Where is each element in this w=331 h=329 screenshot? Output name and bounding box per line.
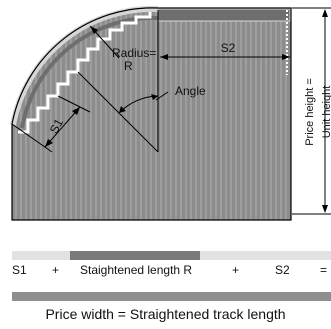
s2-arrowhead-left bbox=[160, 54, 168, 60]
legend-row: S1 + Staightened length R + S2 = bbox=[0, 261, 331, 281]
legend-plus-2: + bbox=[232, 263, 240, 277]
angle-label: Angle bbox=[175, 84, 206, 98]
radius-label-line1: Radius= bbox=[112, 46, 156, 60]
height-arrowhead-bottom bbox=[322, 205, 328, 213]
legend-s2: S2 bbox=[275, 263, 290, 277]
curved-track-inner bbox=[20, 15, 159, 129]
s1-dimension-line bbox=[44, 106, 81, 148]
s2-arrowhead-right bbox=[282, 54, 290, 60]
strip-segment-s1 bbox=[12, 251, 70, 260]
unit-height-label: Unit height bbox=[321, 86, 331, 139]
legend-straightened-length: Staightened length R bbox=[80, 263, 193, 277]
curtain-panel bbox=[11, 7, 292, 221]
segmented-track-strip bbox=[12, 251, 331, 260]
strip-segment-r bbox=[70, 251, 200, 260]
angle-arrowhead-top bbox=[151, 94, 158, 100]
s1-extension-bottom bbox=[11, 123, 53, 153]
curved-track-band bbox=[10, 5, 159, 126]
full-width-strip bbox=[12, 292, 331, 301]
legend-s1: S1 bbox=[12, 263, 27, 277]
s1-extension-top bbox=[57, 95, 91, 113]
footer-caption: Price width = Straightened track length bbox=[45, 306, 286, 322]
legend-plus-1: + bbox=[52, 263, 60, 277]
s1-label: S1 bbox=[47, 116, 66, 136]
strip-segment-s2 bbox=[200, 251, 331, 260]
price-height-label: Price height = bbox=[304, 78, 316, 146]
radius-label-line2: R bbox=[124, 59, 133, 73]
straight-track-band bbox=[157, 8, 291, 22]
angle-arrowhead-bottom bbox=[119, 106, 126, 113]
radius-line-diagonal bbox=[77, 71, 159, 153]
height-arrowhead-top bbox=[322, 9, 328, 17]
s1-arrowhead-top bbox=[72, 107, 80, 115]
s1-arrowhead-bottom bbox=[45, 139, 53, 147]
s2-label: S2 bbox=[221, 41, 236, 55]
legend-equals: = bbox=[320, 263, 328, 277]
stepped-edge bbox=[18, 12, 152, 134]
angle-pointer bbox=[155, 91, 169, 101]
panel-outline bbox=[11, 7, 292, 221]
radius-arrowhead bbox=[90, 26, 98, 34]
